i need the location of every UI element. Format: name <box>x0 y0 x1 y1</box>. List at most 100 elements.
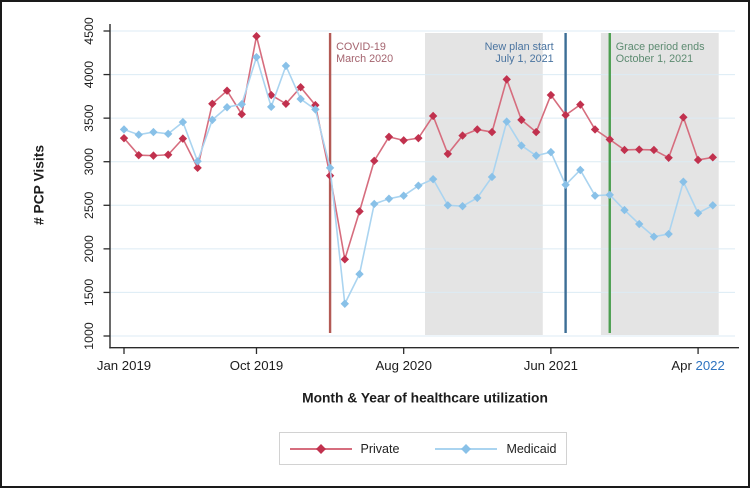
x-tick-label: Apr 2022 <box>671 358 725 373</box>
data-point <box>590 125 600 134</box>
legend-item-medicaid: Medicaid <box>435 442 556 456</box>
y-tick-label: 4000 <box>82 61 96 89</box>
data-point <box>443 201 453 210</box>
x-tick-label: Jan 2019 <box>97 358 151 373</box>
data-point <box>370 156 379 166</box>
data-point <box>163 150 173 159</box>
legend-sample-private <box>289 443 352 454</box>
data-point <box>635 219 644 229</box>
x-axis-title: Month & Year of healthcare utilization <box>302 390 548 406</box>
x-tick-label: Oct 2019 <box>230 358 284 373</box>
data-point <box>134 130 143 139</box>
data-point <box>178 134 188 143</box>
data-point <box>502 117 511 126</box>
data-point <box>620 145 629 155</box>
data-point <box>649 145 659 155</box>
data-point <box>531 127 541 137</box>
data-point <box>473 193 482 203</box>
data-point <box>208 99 217 108</box>
data-point <box>149 127 158 137</box>
data-point <box>517 141 526 150</box>
data-point <box>340 255 349 264</box>
event-label: New plan start July 1, 2021 <box>485 41 554 65</box>
data-point <box>267 102 276 112</box>
data-point <box>620 205 629 215</box>
data-point <box>370 199 379 209</box>
data-point <box>428 111 438 121</box>
data-point <box>237 100 246 109</box>
data-point <box>443 149 453 159</box>
private-diamond-icon <box>315 443 326 454</box>
data-point <box>384 194 394 203</box>
data-point <box>208 115 217 125</box>
data-point <box>414 133 423 143</box>
data-point <box>693 155 703 165</box>
data-point <box>487 127 497 137</box>
data-point <box>605 135 614 144</box>
data-point <box>119 133 129 143</box>
data-point <box>296 94 305 104</box>
data-point <box>679 177 688 186</box>
y-axis-title: # PCP Visits <box>31 144 47 226</box>
y-tick-label: 3500 <box>82 104 96 132</box>
data-point <box>708 153 717 162</box>
data-point <box>561 180 570 190</box>
data-point <box>458 201 467 211</box>
data-point <box>325 163 335 173</box>
data-point <box>487 172 497 182</box>
data-point <box>119 125 129 134</box>
data-point <box>325 171 335 180</box>
data-point <box>237 110 246 119</box>
event-label: Grace period ends October 1, 2021 <box>616 41 705 65</box>
data-point <box>458 131 467 140</box>
shaded-band <box>425 33 543 335</box>
data-point <box>428 174 438 184</box>
data-point <box>664 153 673 162</box>
data-point <box>576 165 585 175</box>
event-label: COVID-19 March 2020 <box>336 41 393 65</box>
data-point <box>473 125 482 134</box>
data-point <box>693 208 703 218</box>
data-point <box>193 163 202 173</box>
data-point <box>222 86 232 95</box>
data-point <box>384 132 394 142</box>
y-tick-label: 1000 <box>82 322 96 350</box>
data-point <box>193 157 202 166</box>
data-point <box>546 90 556 100</box>
data-point <box>414 181 423 190</box>
y-tick-label: 2500 <box>82 191 96 219</box>
data-point <box>222 103 232 112</box>
y-tick-label: 2000 <box>82 235 96 263</box>
data-point <box>531 151 541 160</box>
series-markers-private <box>119 32 717 264</box>
data-point <box>708 201 717 210</box>
data-point <box>590 191 600 200</box>
data-point <box>399 191 408 200</box>
medicaid-diamond-icon <box>461 443 472 454</box>
data-point <box>355 269 364 279</box>
data-point <box>546 147 556 157</box>
data-point <box>281 99 291 108</box>
data-point <box>502 75 511 84</box>
legend-label-private: Private <box>360 441 400 456</box>
data-point <box>664 229 673 239</box>
data-point <box>134 150 143 160</box>
y-tick-label: 3000 <box>82 148 96 176</box>
series-markers-medicaid <box>119 52 717 308</box>
legend: Private Medicaid <box>279 432 567 465</box>
legend-label-medicaid: Medicaid <box>506 441 557 456</box>
data-point <box>296 83 305 92</box>
data-point <box>679 113 688 122</box>
data-point <box>605 190 614 200</box>
data-point <box>163 129 173 139</box>
data-point <box>252 52 261 62</box>
data-point <box>281 61 291 71</box>
data-point <box>635 145 644 154</box>
x-tick-label: Aug 2020 <box>375 358 431 373</box>
x-tick-label: Jun 2021 <box>524 358 578 373</box>
data-point <box>576 100 585 109</box>
data-point <box>178 117 188 127</box>
legend-item-private: Private <box>289 441 400 456</box>
